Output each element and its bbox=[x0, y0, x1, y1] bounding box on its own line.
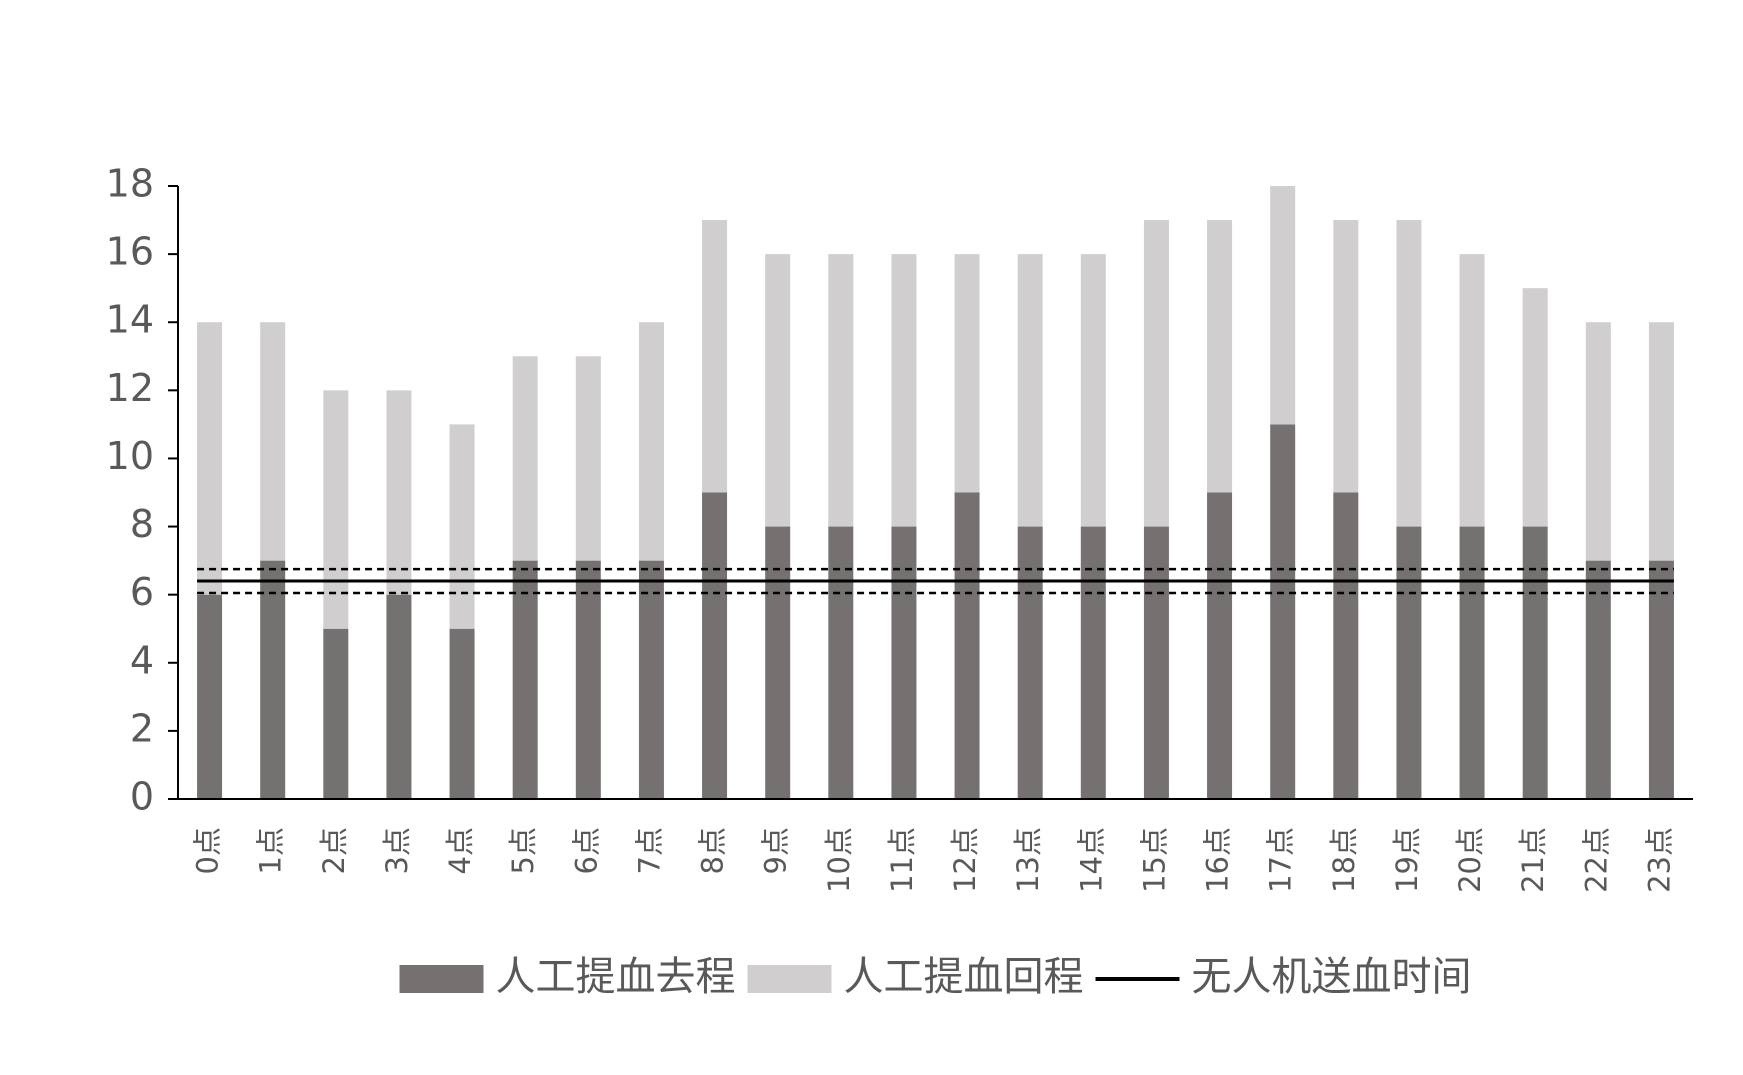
x-tick-label: 5点 bbox=[506, 827, 540, 874]
bar-segment bbox=[891, 526, 917, 799]
bar-segment bbox=[512, 560, 538, 799]
bar-segment bbox=[1143, 220, 1169, 527]
x-tick-label: 3点 bbox=[380, 827, 414, 874]
legend-label: 人工提血回程 bbox=[844, 954, 1084, 1000]
bar-segment bbox=[702, 220, 728, 493]
bar-segment bbox=[638, 560, 664, 799]
x-tick-label: 2点 bbox=[317, 827, 351, 874]
x-tick-label: 0点 bbox=[191, 827, 225, 874]
bar-segment bbox=[1080, 526, 1106, 799]
bar-segment bbox=[1080, 254, 1106, 527]
bar-segment bbox=[1585, 560, 1611, 799]
bar-segment bbox=[1207, 220, 1233, 493]
bar-segment bbox=[1459, 526, 1485, 799]
y-tick-label: 12 bbox=[106, 366, 154, 410]
x-tick-label: 19点 bbox=[1390, 827, 1424, 893]
x-tick-label: 12点 bbox=[948, 827, 982, 893]
x-tick-label: 22点 bbox=[1579, 827, 1613, 893]
y-tick-label: 10 bbox=[106, 434, 154, 478]
x-tick-label: 7点 bbox=[632, 827, 666, 874]
x-tick-label: 20点 bbox=[1453, 827, 1487, 893]
x-tick-label: 9点 bbox=[759, 827, 793, 874]
bar-segment bbox=[1333, 220, 1359, 493]
bar-segment bbox=[638, 322, 664, 561]
bar-segment bbox=[575, 356, 601, 561]
x-tick-label: 13点 bbox=[1011, 827, 1045, 893]
bar-segment bbox=[1585, 322, 1611, 561]
x-tick-label: 1点 bbox=[254, 827, 288, 874]
bar-segment bbox=[1017, 526, 1043, 799]
y-tick-label: 0 bbox=[130, 775, 154, 819]
bar-segment bbox=[1459, 254, 1485, 527]
bar-segment bbox=[197, 594, 223, 799]
bar-segment bbox=[1648, 322, 1674, 561]
bar-segment bbox=[891, 254, 917, 527]
y-tick-label: 16 bbox=[106, 230, 154, 274]
bar-segment bbox=[765, 254, 791, 527]
x-tick-label: 10点 bbox=[822, 827, 856, 893]
bar-segment bbox=[1648, 560, 1674, 799]
x-tick-label: 16点 bbox=[1201, 827, 1235, 893]
legend-swatch bbox=[747, 965, 832, 993]
bar-segment bbox=[1270, 424, 1296, 799]
x-tick-label: 11点 bbox=[885, 827, 919, 893]
bar-segment bbox=[1396, 220, 1422, 527]
bar-segment bbox=[512, 356, 538, 561]
bar-segment bbox=[323, 390, 349, 629]
bar-segment bbox=[449, 628, 475, 799]
x-tick-label: 15点 bbox=[1137, 827, 1171, 893]
x-tick-label: 21点 bbox=[1516, 827, 1550, 893]
bar-segment bbox=[197, 322, 223, 595]
y-tick-label: 6 bbox=[130, 570, 154, 614]
bar-segment bbox=[1396, 526, 1422, 799]
bar-segment bbox=[575, 560, 601, 799]
bar-segment bbox=[1333, 492, 1359, 799]
bar-segment bbox=[1522, 526, 1548, 799]
bar-segment bbox=[1270, 186, 1296, 425]
x-tick-label: 8点 bbox=[696, 827, 730, 874]
y-tick-label: 8 bbox=[130, 502, 154, 546]
bar-segment bbox=[1522, 288, 1548, 527]
bar-segment bbox=[765, 526, 791, 799]
y-tick-label: 18 bbox=[106, 162, 154, 206]
x-tick-label: 18点 bbox=[1327, 827, 1361, 893]
x-tick-label: 6点 bbox=[569, 827, 603, 874]
bar-segment bbox=[449, 424, 475, 629]
x-tick-label: 4点 bbox=[443, 827, 477, 874]
bar-segment bbox=[386, 594, 412, 799]
bar-segment bbox=[1143, 526, 1169, 799]
y-tick-label: 2 bbox=[130, 706, 154, 750]
y-tick-label: 4 bbox=[130, 638, 154, 682]
x-tick-label: 23点 bbox=[1642, 827, 1676, 893]
bar-segment bbox=[954, 254, 980, 493]
bar-segment bbox=[260, 322, 286, 561]
legend-label: 人工提血去程 bbox=[496, 954, 736, 1000]
bar-segment bbox=[260, 560, 286, 799]
bar-segment bbox=[1207, 492, 1233, 799]
x-tick-label: 14点 bbox=[1074, 827, 1108, 893]
bar-segment bbox=[828, 526, 854, 799]
bar-segment bbox=[828, 254, 854, 527]
bar-segment bbox=[954, 492, 980, 799]
bar-segment bbox=[702, 492, 728, 799]
legend-label: 无人机送血时间 bbox=[1192, 954, 1472, 1000]
x-tick-label: 17点 bbox=[1264, 827, 1298, 893]
bar-segment bbox=[386, 390, 412, 595]
y-tick-label: 14 bbox=[106, 298, 154, 342]
bar-segment bbox=[1017, 254, 1043, 527]
legend-swatch bbox=[399, 965, 484, 993]
bar-segment bbox=[323, 628, 349, 799]
